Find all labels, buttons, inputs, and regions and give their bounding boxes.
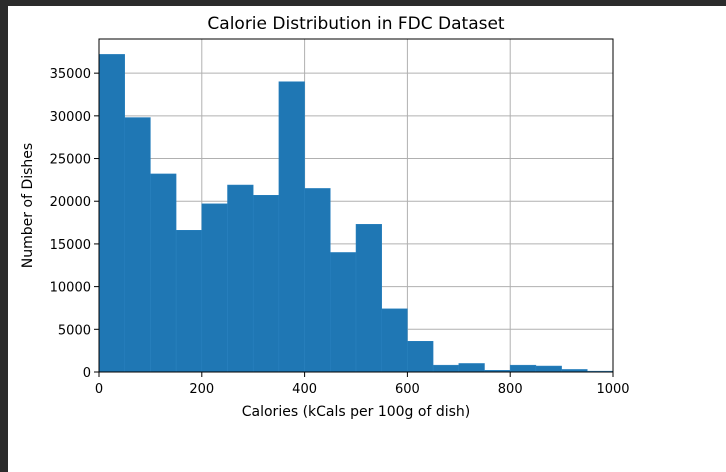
histogram-bar — [458, 363, 485, 373]
histogram-bar — [355, 224, 382, 373]
histogram-bar — [330, 252, 357, 373]
x-tick-label: 1000 — [596, 382, 629, 397]
y-tick-label: 5000 — [58, 323, 91, 338]
histogram-bar — [124, 117, 151, 373]
x-axis-label: Calories (kCals per 100g of dish) — [242, 404, 470, 420]
histogram-bar — [98, 54, 125, 373]
histogram-bar — [201, 203, 228, 373]
y-tick-label: 25000 — [50, 153, 91, 168]
histogram-bar — [535, 365, 562, 373]
histogram-bar — [252, 195, 280, 373]
y-axis-label: Number of Dishes — [20, 143, 36, 268]
histogram-bar — [278, 81, 305, 373]
histogram-bars — [98, 54, 614, 373]
x-tick-label: 0 — [95, 382, 103, 397]
y-tick-label: 30000 — [50, 110, 91, 125]
y-tick-label: 15000 — [50, 238, 91, 253]
histogram-bar — [381, 308, 408, 373]
y-tick-label: 10000 — [50, 281, 91, 296]
chart-title: Calorie Distribution in FDC Dataset — [207, 14, 505, 34]
histogram-bar — [509, 364, 537, 373]
histogram-bar — [407, 341, 434, 373]
x-tick-label: 200 — [189, 382, 214, 397]
axis-ticks: 0 200 400 600 800 100005000100001500020000250… — [50, 67, 630, 397]
histogram-bar — [227, 184, 254, 373]
window-left-bar — [0, 0, 8, 472]
y-tick-label: 0 — [83, 366, 91, 381]
y-tick-label: 35000 — [50, 67, 91, 82]
histogram-bar — [150, 173, 177, 373]
x-tick-label: 400 — [292, 382, 317, 397]
histogram-bar — [432, 364, 460, 373]
x-tick-label: 600 — [395, 382, 420, 397]
histogram-bar — [304, 188, 331, 373]
window-top-bar — [0, 0, 726, 6]
histogram-bar — [175, 230, 203, 373]
plot-frame — [98, 38, 614, 373]
y-tick-label: 20000 — [50, 195, 91, 210]
x-tick-label: 800 — [498, 382, 523, 397]
